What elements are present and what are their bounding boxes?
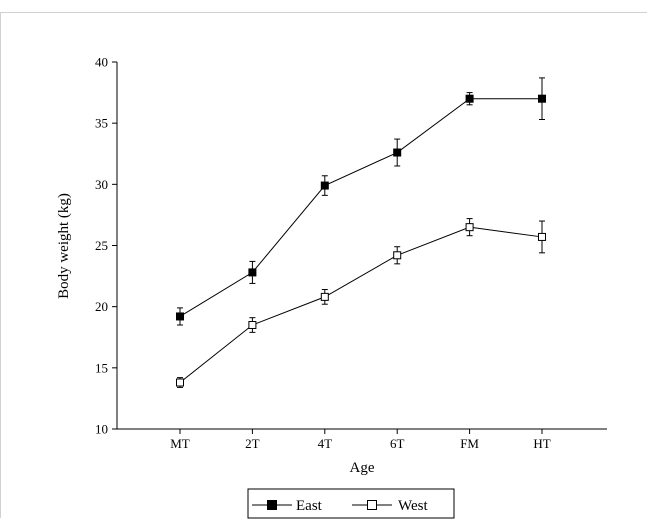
legend-item-west: West [352,498,428,514]
x-axis-title: Age [350,460,375,476]
x-tick-label: HT [533,436,550,451]
data-point [176,312,184,321]
data-point [248,321,257,330]
series-layer [176,77,546,388]
x-tick-label: MT [170,436,190,451]
legend-marker [367,500,377,510]
data-point [393,148,402,157]
x-tick-label: 4T [318,436,333,451]
y-tick-label: 15 [95,360,108,375]
y-tick-label: 35 [95,116,108,131]
series-line [179,226,543,383]
data-point [248,268,257,277]
y-tick-label: 20 [95,299,108,314]
y-axis-title: Body weight (kg) [56,193,72,299]
figure-frame [0,12,647,518]
x-tick-label: FM [460,436,479,451]
x-tick-label: 2T [245,436,260,451]
series-east [176,77,546,326]
legend-marker [267,500,277,510]
y-ticks: 10 15 20 25 30 35 40 [95,55,117,437]
legend: East West [247,488,455,519]
legend-label: East [296,498,323,514]
x-tick-label: 6T [390,436,405,451]
data-point [538,232,546,241]
data-point [465,223,474,232]
y-tick-label: 30 [95,177,108,192]
series-west [176,218,546,388]
legend-label: West [398,498,428,514]
data-point [538,94,546,103]
series-line [179,98,542,317]
data-point [393,251,402,260]
x-ticks: MT 2T 4T 6T FM HT [170,429,551,451]
y-tick-label: 10 [95,422,108,437]
data-point [465,94,474,103]
data-point [320,292,329,301]
data-point [176,378,184,387]
y-tick-label: 40 [95,55,108,70]
legend-box [247,488,455,519]
data-point [320,181,329,190]
legend-item-east: East [252,498,323,514]
y-tick-label: 25 [95,238,108,253]
